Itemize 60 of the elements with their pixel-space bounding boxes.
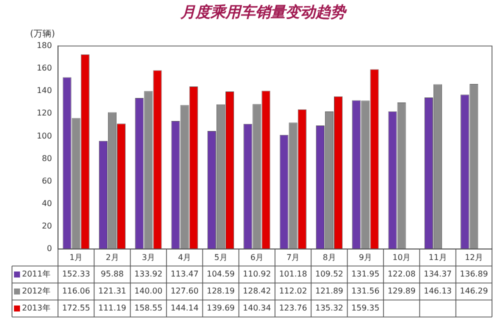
y-tick-label: 40 [42, 198, 52, 208]
x-tick-label: 7月 [286, 252, 300, 262]
y-tick-label: 100 [36, 131, 52, 140]
data-label: 109.52 [315, 270, 344, 279]
legend-label: 2012年 [22, 286, 50, 296]
data-label: 139.69 [206, 304, 235, 313]
data-label: 127.60 [170, 286, 199, 296]
y-axis-title: (万辆) [30, 28, 56, 40]
data-label: 135.32 [315, 304, 344, 313]
y-tick-label: 140 [36, 86, 52, 96]
y-tick-label: 0 [46, 244, 52, 254]
data-label: 131.56 [351, 286, 380, 296]
data-label: 123.76 [279, 304, 308, 313]
y-tick-label: 60 [42, 176, 52, 186]
y-tick-label: 20 [42, 222, 52, 231]
data-label: 128.19 [206, 286, 235, 296]
y-tick-label: 160 [36, 64, 52, 73]
data-label: 159.35 [351, 304, 380, 313]
data-label: 95.88 [100, 270, 124, 279]
data-label: 134.37 [424, 270, 452, 279]
data-label: 112.02 [279, 286, 308, 296]
data-label: 146.13 [424, 286, 452, 296]
x-tick-label: 6月 [250, 252, 264, 262]
data-label: 121.31 [98, 286, 126, 296]
data-label: 121.89 [315, 286, 344, 296]
legend-label: 2011年 [22, 270, 50, 279]
x-tick-label: 11月 [428, 252, 447, 262]
y-tick-label: 120 [36, 108, 52, 118]
data-label: 101.18 [279, 270, 308, 279]
x-tick-label: 8月 [322, 252, 336, 262]
data-label: 116.06 [62, 286, 90, 296]
x-tick-label: 10月 [392, 252, 411, 262]
x-tick-label: 4月 [178, 252, 192, 262]
x-tick-label: 3月 [142, 252, 155, 262]
data-label: 110.92 [242, 270, 271, 279]
y-tick-label: 80 [42, 154, 52, 163]
data-label: 158.55 [134, 304, 162, 313]
data-label: 146.29 [460, 286, 488, 296]
data-label: 129.89 [388, 286, 416, 296]
chart-title: 月度乘用车销量变动趋势 [180, 2, 348, 21]
x-tick-label: 5月 [214, 252, 228, 262]
data-label: 104.59 [206, 270, 235, 279]
legend-label: 2013年 [22, 304, 50, 313]
data-label: 133.92 [134, 270, 162, 279]
x-tick-label: 1月 [70, 252, 83, 262]
data-label: 136.89 [460, 270, 488, 279]
data-label: 113.47 [170, 270, 199, 279]
x-tick-label: 9月 [358, 252, 372, 262]
data-label: 140.00 [134, 286, 162, 296]
data-label: 131.95 [351, 270, 380, 279]
data-label: 128.42 [242, 286, 271, 296]
x-tick-label: 2月 [106, 252, 119, 262]
data-label: 152.33 [62, 270, 90, 279]
x-tick-label: 12月 [464, 252, 484, 262]
data-label: 140.34 [242, 304, 271, 313]
data-label: 122.08 [388, 270, 416, 279]
data-label: 172.55 [62, 304, 90, 313]
data-label: 144.14 [170, 304, 199, 313]
y-tick-label: 180 [36, 41, 52, 50]
data-label: 111.19 [98, 304, 126, 313]
